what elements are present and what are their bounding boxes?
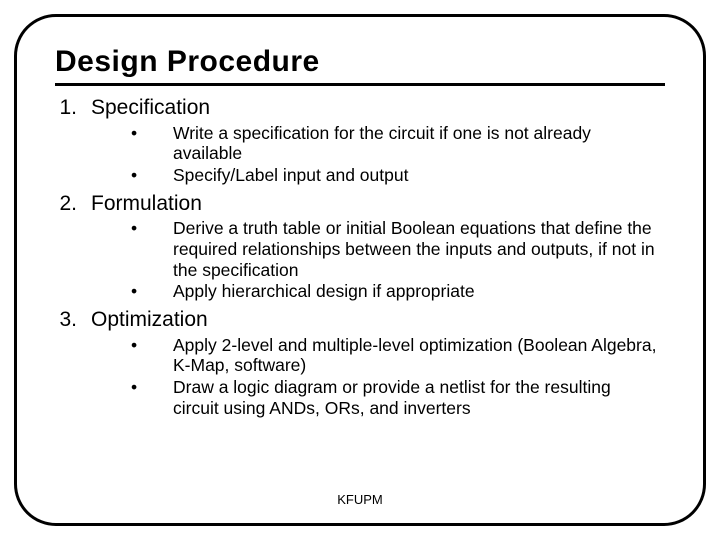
section-3: 3. Optimization xyxy=(55,308,665,333)
list-item: • Apply hierarchical design if appropria… xyxy=(125,281,665,302)
section-number: 3. xyxy=(55,308,83,333)
slide-footer: KFUPM xyxy=(17,492,703,507)
section-1: 1. Specification xyxy=(55,96,665,121)
bullet-icon: • xyxy=(125,335,173,376)
bullet-text: Derive a truth table or initial Boolean … xyxy=(173,218,665,280)
section-number: 2. xyxy=(55,192,83,217)
bullet-text: Apply 2-level and multiple-level optimiz… xyxy=(173,335,665,376)
slide-content: 1. Specification • Write a specification… xyxy=(55,96,665,418)
title-underline xyxy=(55,83,665,86)
section-heading: Optimization xyxy=(83,308,208,333)
section-2: 2. Formulation xyxy=(55,192,665,217)
slide-frame: Design Procedure 1. Specification • Writ… xyxy=(14,14,706,526)
list-item: • Specify/Label input and output xyxy=(125,165,665,186)
bullet-icon: • xyxy=(125,377,173,418)
list-item: • Derive a truth table or initial Boolea… xyxy=(125,218,665,280)
section-3-bullets: • Apply 2-level and multiple-level optim… xyxy=(125,335,665,419)
section-heading: Formulation xyxy=(83,192,202,217)
section-2-bullets: • Derive a truth table or initial Boolea… xyxy=(125,218,665,302)
bullet-icon: • xyxy=(125,218,173,280)
bullet-text: Apply hierarchical design if appropriate xyxy=(173,281,665,302)
bullet-icon: • xyxy=(125,123,173,164)
bullet-text: Write a specification for the circuit if… xyxy=(173,123,665,164)
section-number: 1. xyxy=(55,96,83,121)
bullet-text: Specify/Label input and output xyxy=(173,165,665,186)
slide-title: Design Procedure xyxy=(55,45,665,79)
section-1-bullets: • Write a specification for the circuit … xyxy=(125,123,665,186)
bullet-text: Draw a logic diagram or provide a netlis… xyxy=(173,377,665,418)
bullet-icon: • xyxy=(125,165,173,186)
bullet-icon: • xyxy=(125,281,173,302)
list-item: • Apply 2-level and multiple-level optim… xyxy=(125,335,665,376)
section-heading: Specification xyxy=(83,96,210,121)
list-item: • Write a specification for the circuit … xyxy=(125,123,665,164)
list-item: • Draw a logic diagram or provide a netl… xyxy=(125,377,665,418)
